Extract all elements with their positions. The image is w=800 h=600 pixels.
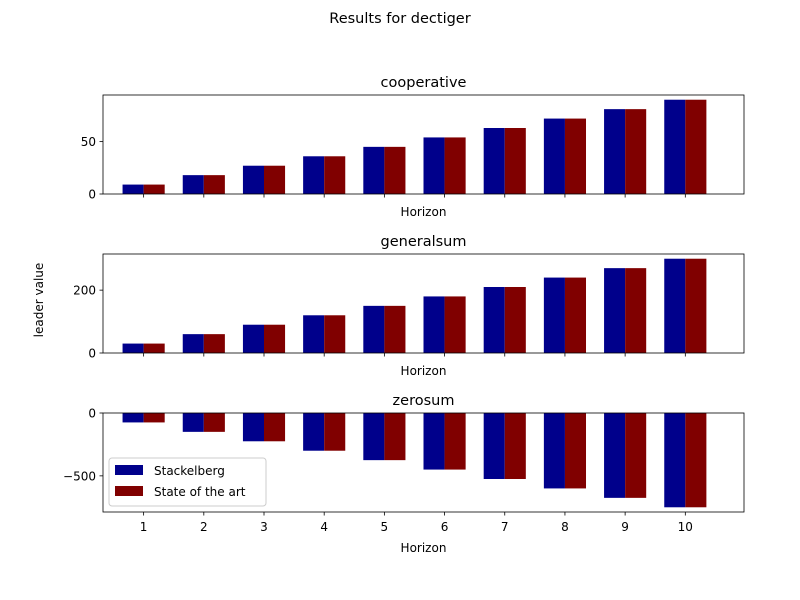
bar-state-of-the-art-h10: [685, 413, 707, 508]
bar-state-of-the-art-h2: [203, 334, 225, 353]
bar-stackelberg-h2: [182, 413, 204, 432]
bar-state-of-the-art-h3: [264, 413, 286, 442]
bar-state-of-the-art-h6: [444, 137, 466, 194]
bar-stackelberg-h5: [363, 305, 385, 353]
x-tick-label: 10: [678, 520, 693, 534]
x-tick-label: 3: [260, 520, 268, 534]
subplot-panels: 050cooperativeHorizon0200generalsumHoriz…: [63, 75, 745, 555]
bar-state-of-the-art-h6: [444, 413, 466, 470]
y-tick-label: 0: [88, 188, 96, 202]
axes-frame: [102, 412, 745, 513]
bar-stackelberg-h10: [664, 99, 686, 194]
bar-state-of-the-art-h5: [384, 146, 406, 194]
x-tick-label: 6: [441, 520, 449, 534]
bar-state-of-the-art-h8: [564, 118, 587, 194]
bar-stackelberg-h7: [483, 128, 505, 194]
x-tick-label: 8: [561, 520, 569, 534]
bar-state-of-the-art-h10: [685, 258, 707, 353]
subplot-generalsum: 0 200 generalsum Horizon: [73, 234, 745, 378]
bar-stackelberg-h5: [363, 413, 385, 461]
bar-state-of-the-art-h4: [324, 156, 346, 194]
axes-frame: [102, 94, 745, 195]
bar-stackelberg-h2: [182, 334, 204, 353]
bar-stackelberg-h10: [664, 413, 686, 508]
x-axis-label: Horizon: [401, 541, 447, 555]
bar-state-of-the-art-h4: [324, 413, 346, 451]
shared-ylabel: leader value: [32, 263, 46, 338]
legend: Stackelberg State of the art: [108, 457, 267, 507]
bar-state-of-the-art-h1: [143, 184, 165, 194]
bar-stackelberg-h1: [122, 184, 144, 194]
bar-stackelberg-h7: [483, 413, 505, 479]
x-tick-label: 2: [200, 520, 208, 534]
bar-stackelberg-h9: [604, 413, 626, 498]
bar-stackelberg-h8: [543, 118, 565, 194]
bar-state-of-the-art-h7: [504, 287, 526, 353]
bar-state-of-the-art-h5: [384, 413, 406, 461]
bar-stackelberg-h3: [242, 324, 265, 353]
bar-stackelberg-h3: [242, 165, 265, 194]
bar-state-of-the-art-h3: [264, 165, 286, 194]
bar-state-of-the-art-h4: [324, 315, 346, 353]
bar-state-of-the-art-h9: [625, 268, 647, 353]
subplot-title: generalsum: [381, 234, 467, 250]
subplot-cooperative: 0 50 cooperative Horizon: [81, 75, 745, 219]
legend-swatch: [115, 486, 143, 496]
bar-stackelberg-h10: [664, 258, 686, 353]
bar-state-of-the-art-h2: [203, 413, 225, 432]
subplot-title: zerosum: [393, 393, 455, 409]
y-tick-label: −500: [63, 469, 96, 483]
bar-state-of-the-art-h1: [143, 413, 165, 423]
axes-frame: [102, 253, 745, 354]
x-tick-label: 4: [320, 520, 328, 534]
bar-state-of-the-art-h1: [143, 343, 165, 353]
bar-stackelberg-h6: [423, 137, 445, 194]
subplot-title: cooperative: [381, 75, 467, 91]
bar-state-of-the-art-h7: [504, 128, 526, 194]
y-tick-label: 50: [81, 135, 96, 149]
bar-state-of-the-art-h2: [203, 175, 225, 194]
bar-stackelberg-h4: [303, 315, 325, 353]
subplot-zerosum: −500 0 1 2 3 4 5 6 7 8 9 10 zerosum Horizon Stackelber…: [63, 393, 745, 555]
y-tick-label: 0: [88, 407, 96, 421]
bar-stackelberg-h9: [604, 109, 626, 194]
x-tick-label: 1: [140, 520, 148, 534]
bar-stackelberg-h7: [483, 287, 505, 353]
bar-state-of-the-art-h8: [564, 413, 587, 489]
bar-state-of-the-art-h6: [444, 296, 466, 353]
legend-box: [108, 457, 267, 507]
bar-stackelberg-h1: [122, 413, 144, 423]
bar-stackelberg-h9: [604, 268, 626, 353]
bar-state-of-the-art-h3: [264, 324, 286, 353]
bar-state-of-the-art-h9: [625, 413, 647, 498]
bar-stackelberg-h6: [423, 413, 445, 470]
bar-stackelberg-h3: [242, 413, 265, 442]
bar-state-of-the-art-h5: [384, 305, 406, 353]
y-tick-label: 200: [73, 284, 96, 298]
bar-stackelberg-h8: [543, 413, 565, 489]
bar-stackelberg-h8: [543, 277, 565, 353]
legend-label: Stackelberg: [154, 464, 225, 478]
legend-swatch: [115, 465, 143, 475]
bar-stackelberg-h1: [122, 343, 144, 353]
x-axis-label: Horizon: [401, 205, 447, 219]
x-tick-label: 5: [381, 520, 389, 534]
bar-stackelberg-h4: [303, 156, 325, 194]
y-tick-label: 0: [88, 347, 96, 361]
bar-stackelberg-h6: [423, 296, 445, 353]
x-tick-label: 9: [621, 520, 629, 534]
bar-stackelberg-h4: [303, 413, 325, 451]
x-axis-label: Horizon: [401, 364, 447, 378]
bar-state-of-the-art-h9: [625, 109, 647, 194]
bar-stackelberg-h2: [182, 175, 204, 194]
figure-suptitle: Results for dectiger: [329, 11, 470, 27]
legend-label: State of the art: [154, 485, 246, 499]
bar-stackelberg-h5: [363, 146, 385, 194]
x-tick-label: 7: [501, 520, 509, 534]
bar-state-of-the-art-h8: [564, 277, 587, 353]
bar-state-of-the-art-h10: [685, 99, 707, 194]
bar-state-of-the-art-h7: [504, 413, 526, 479]
